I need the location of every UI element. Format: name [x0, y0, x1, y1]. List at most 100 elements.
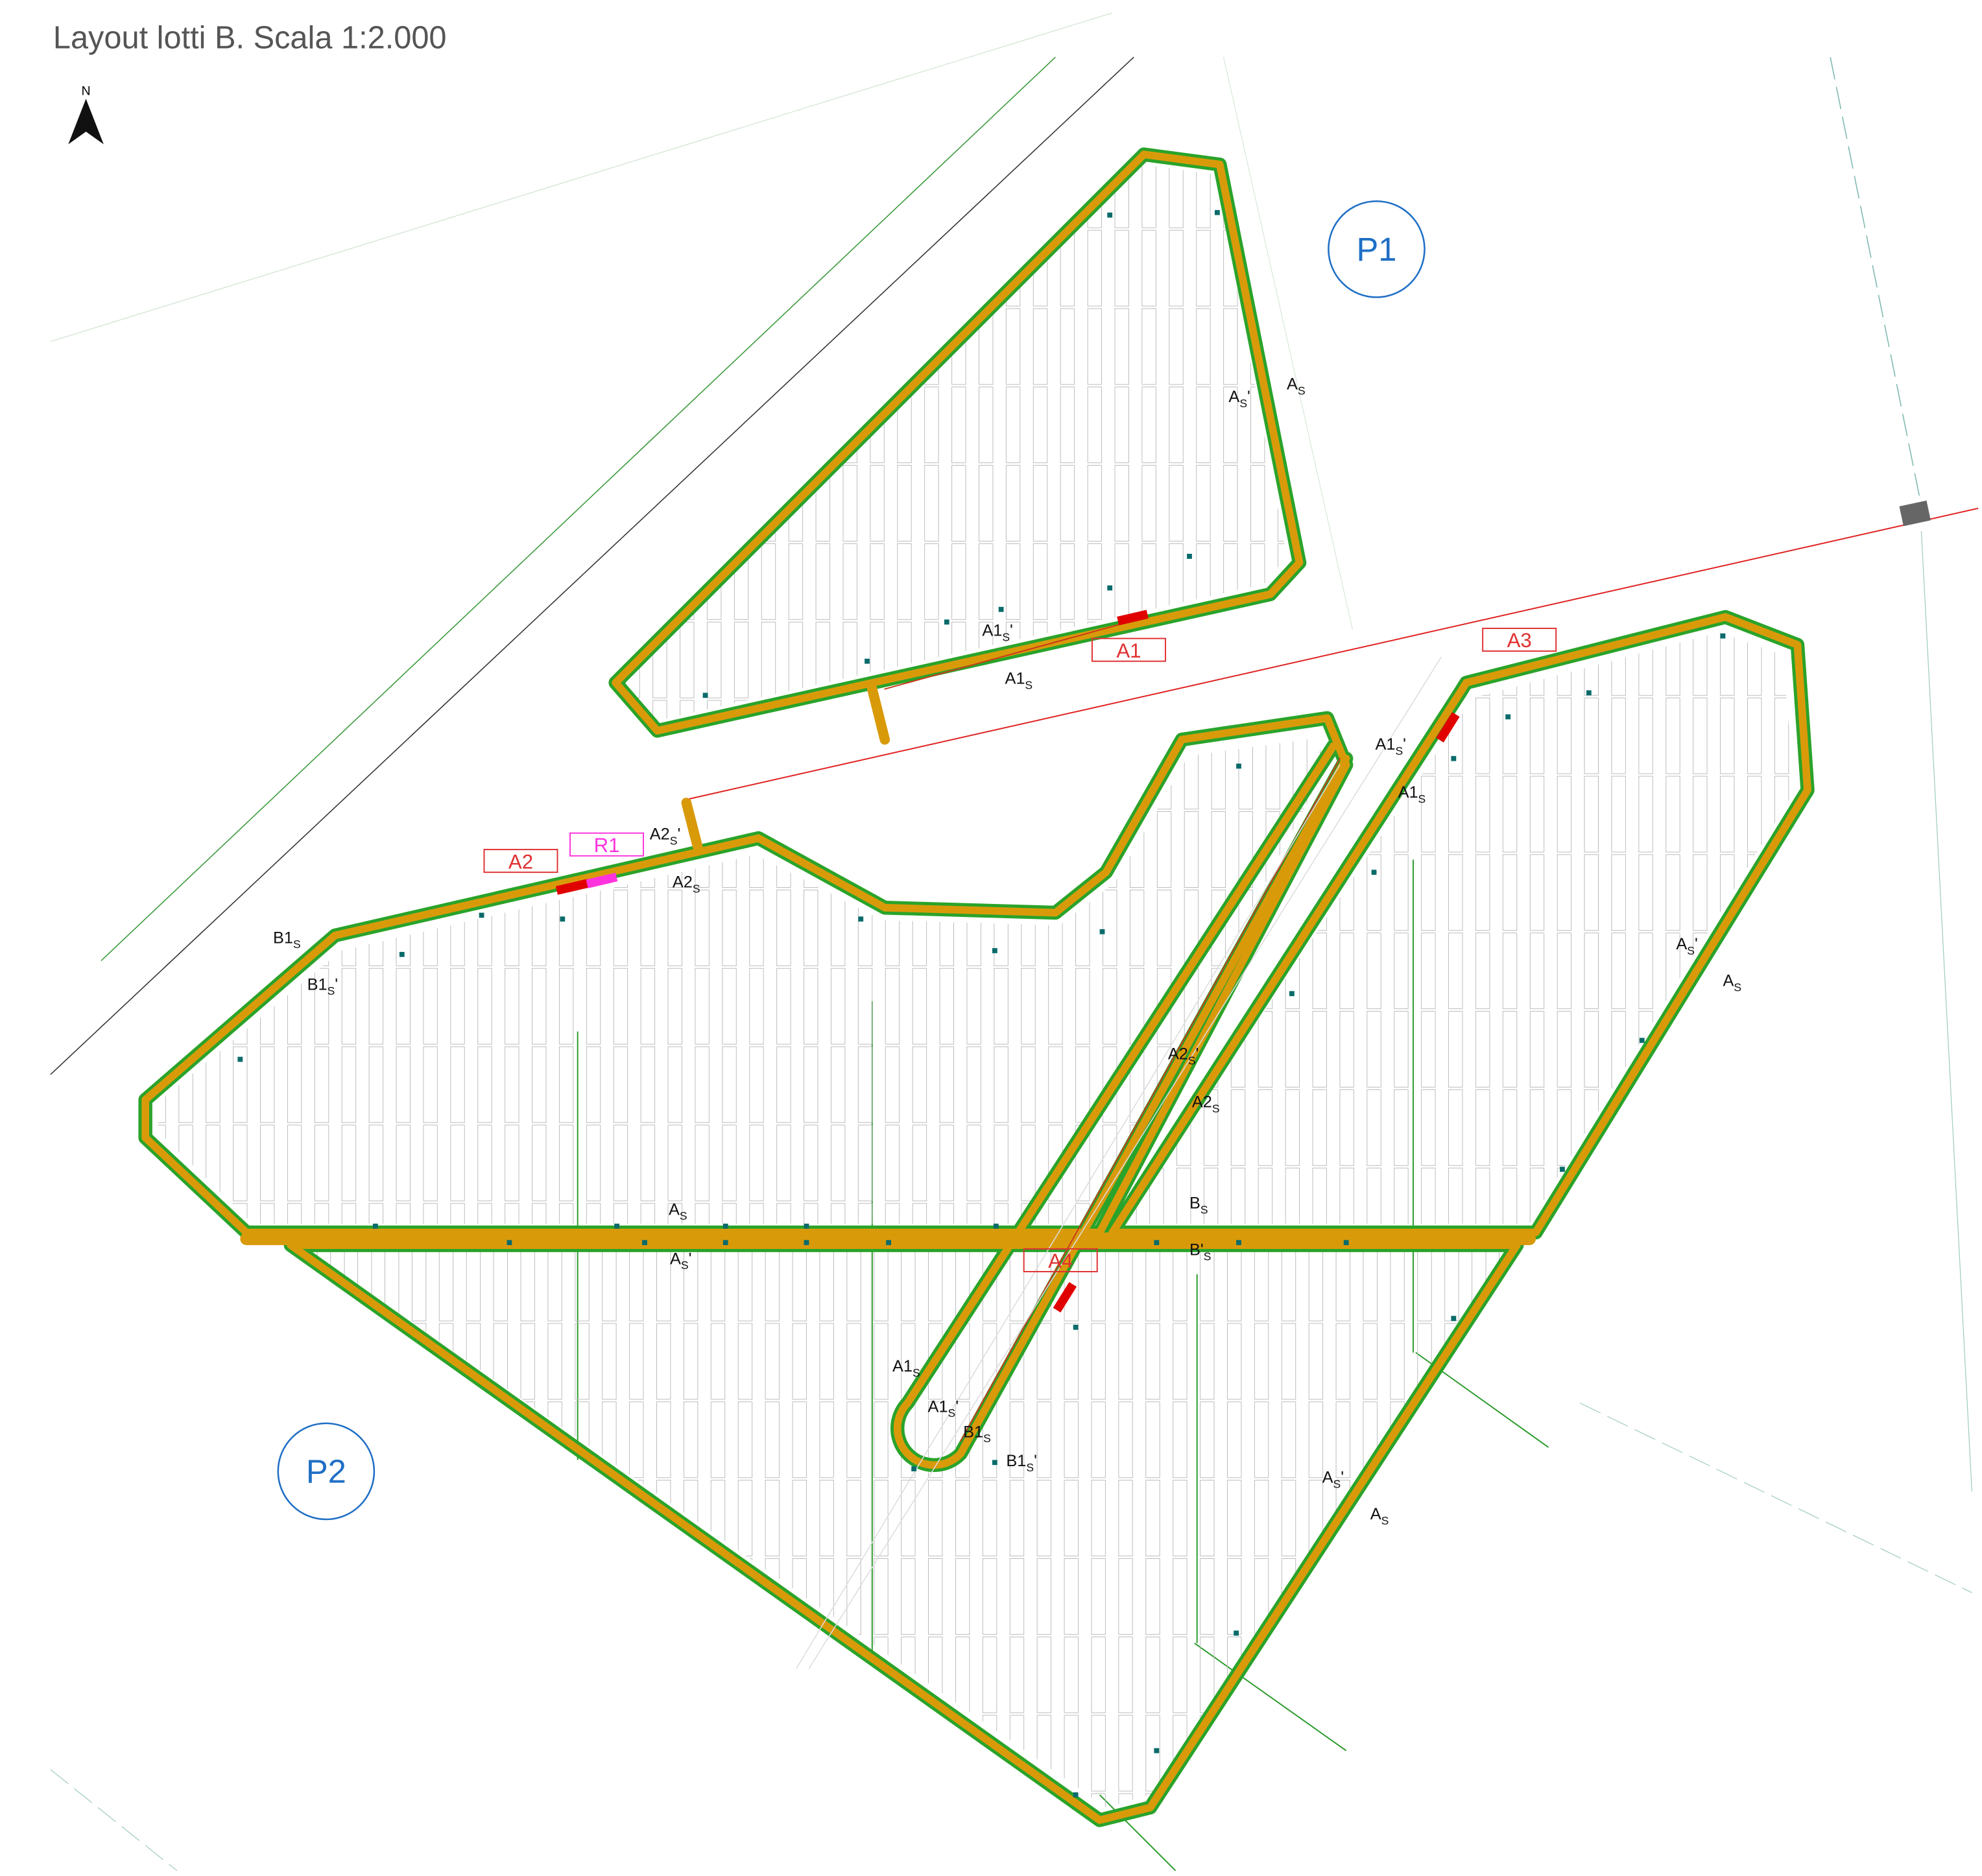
- panel-row: [369, 968, 383, 1044]
- section-sub: S: [983, 1432, 991, 1445]
- panel-row: [1693, 855, 1707, 931]
- panel-row: [1584, 1168, 1598, 1244]
- panel-row: [451, 1047, 464, 1122]
- panel-row: [385, 1480, 398, 1556]
- panel-row: [641, 733, 654, 809]
- panel-row: [1173, 1558, 1187, 1634]
- panel-row: [1146, 1480, 1160, 1556]
- panel-row: [304, 1794, 317, 1870]
- panel-row: [1064, 1637, 1078, 1713]
- inverter: [1344, 1240, 1349, 1245]
- panel-row: [1060, 309, 1074, 385]
- panel-row: [1142, 543, 1156, 619]
- panel-row: [1391, 1794, 1404, 1870]
- panel-row: [1169, 309, 1183, 385]
- panel-row: [1258, 619, 1272, 695]
- panel-row: [1293, 968, 1307, 1044]
- panel-row: [1721, 1012, 1734, 1087]
- panel-row: [750, 1047, 763, 1122]
- panel-row: [1142, 387, 1156, 463]
- panel-row: [1721, 619, 1734, 695]
- panel-row: [603, 1245, 616, 1321]
- panel-row: [331, 1324, 344, 1399]
- panel-row: [1394, 619, 1408, 695]
- inverter: [373, 1224, 378, 1229]
- panel-row: [494, 1715, 507, 1791]
- panel-row: [1639, 933, 1653, 1009]
- panel-row: [707, 152, 721, 228]
- section-label: BS: [1189, 1194, 1208, 1217]
- section-label: A1S': [982, 622, 1013, 644]
- panel-row: [287, 733, 301, 809]
- panel-row: [929, 1480, 942, 1556]
- panel-row: [586, 890, 600, 966]
- panel-row: [1336, 1558, 1350, 1634]
- panel-row: [1612, 1168, 1625, 1244]
- panel-row: [1037, 1402, 1051, 1478]
- panel-row: [586, 1125, 600, 1201]
- panel-row: [439, 1402, 453, 1478]
- panel-row: [439, 1637, 453, 1713]
- panel-row: [820, 1324, 833, 1399]
- panel-row: [1320, 968, 1334, 1044]
- panel-row: [1231, 776, 1245, 852]
- panel-row: [858, 1047, 872, 1122]
- panel-row: [451, 812, 464, 888]
- panel-row: [1612, 933, 1625, 1009]
- panel-row: [1278, 230, 1291, 306]
- panel-row: [1363, 1324, 1377, 1399]
- panel-row: [656, 1715, 670, 1791]
- inverter: [886, 1240, 891, 1245]
- panel-row: [870, 230, 884, 306]
- panel-row: [955, 1794, 969, 1870]
- panel-row: [820, 1402, 833, 1478]
- panel-row: [630, 1402, 643, 1478]
- panel-row: [1258, 698, 1272, 774]
- panel-row: [1309, 1324, 1322, 1399]
- inverter: [723, 1240, 728, 1245]
- panel-row: [1475, 698, 1489, 774]
- panel-row: [761, 622, 775, 698]
- panel-row: [521, 1715, 534, 1791]
- panel-row: [358, 1715, 372, 1791]
- panel-row: [668, 968, 682, 1044]
- panel-row: [287, 890, 301, 966]
- panel-row: [396, 733, 410, 809]
- panel-row: [1103, 890, 1116, 966]
- section-label: AS': [1676, 935, 1697, 957]
- panel-row: [1530, 1089, 1544, 1165]
- panel-row: [1010, 1558, 1023, 1634]
- panel-row: [765, 1402, 779, 1478]
- panel-row: [342, 968, 355, 1044]
- panel-row: [1115, 387, 1128, 463]
- panel-row: [575, 1558, 589, 1634]
- panel-row: [1363, 1715, 1377, 1791]
- section-sub: S: [1239, 397, 1247, 410]
- section-base: A2: [650, 825, 670, 843]
- panel-row: [1445, 1245, 1459, 1321]
- panel-row: [559, 968, 573, 1044]
- area-label: A2: [508, 850, 533, 873]
- panel-row: [1309, 1794, 1322, 1870]
- section-sub: S: [680, 1209, 687, 1222]
- panel-row: [1006, 466, 1020, 541]
- panel-row: [439, 1480, 453, 1556]
- inverter: [614, 1224, 619, 1229]
- inverter: [1721, 634, 1726, 639]
- panel-row: [1227, 1402, 1241, 1478]
- panel-row: [1227, 1245, 1241, 1321]
- panel-row: [548, 1245, 562, 1321]
- panel-row: [1394, 933, 1408, 1009]
- panel-row: [684, 1324, 697, 1399]
- panel-row: [1721, 933, 1734, 1009]
- panel-row: [777, 890, 791, 966]
- panel-row: [1173, 1480, 1187, 1556]
- panel-row: [1391, 1245, 1404, 1321]
- panel-row: [816, 700, 830, 776]
- panel-row: [626, 543, 639, 619]
- panel-row: [1285, 619, 1299, 695]
- panel-row: [342, 733, 355, 809]
- panel-row: [1115, 230, 1128, 306]
- panel-row: [342, 1047, 355, 1122]
- panel-row: [722, 733, 736, 809]
